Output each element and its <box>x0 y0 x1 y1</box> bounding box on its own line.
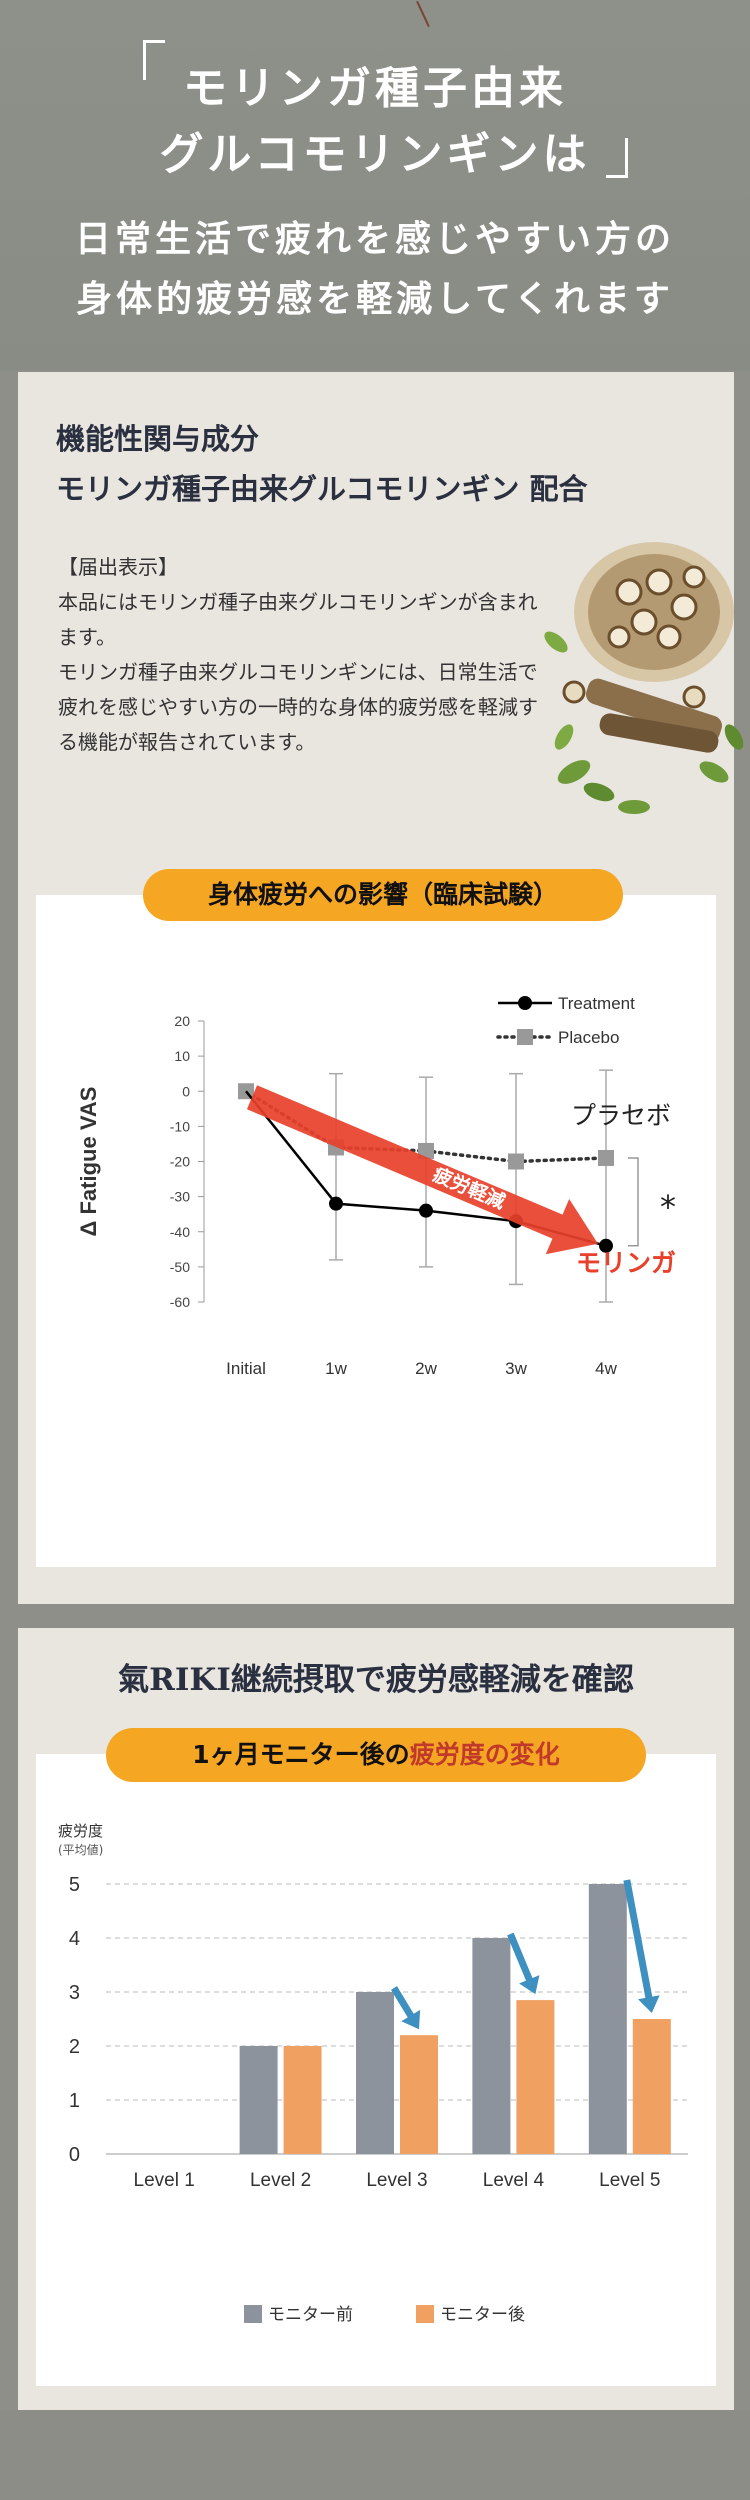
y-tick-label: -50 <box>170 1259 190 1275</box>
placebo-point <box>508 1153 524 1170</box>
legend-after-swatch <box>416 2305 434 2323</box>
placebo-point <box>598 1149 614 1166</box>
treatment-point <box>329 1196 343 1211</box>
moringa-seeds-image <box>544 542 744 814</box>
moringa-annotation: モリンガ <box>576 1248 676 1277</box>
monitor-pill: 1ヶ月モニター後の疲労度の変化 <box>106 1728 646 1782</box>
x-tick-label: Level 2 <box>250 2170 311 2191</box>
x-tick-label: 1w <box>325 1359 347 1378</box>
hero-section: モリンガ種子由来 グルコモリンギンは 日常生活で疲れを感じやすい方の 身体的疲労… <box>0 0 750 370</box>
legend-placebo-label: Placebo <box>558 1028 619 1047</box>
placebo-annotation: プラセボ <box>571 1101 671 1130</box>
arrow-label: 疲労軽減 <box>430 1163 509 1214</box>
y-tick-label: 5 <box>69 1874 80 1896</box>
monitor-pill-prefix: 1ヶ月モニター後の <box>192 1740 410 1769</box>
significance-bracket <box>628 1157 639 1247</box>
bar-after <box>400 2035 438 2154</box>
placebo-point <box>418 1142 434 1159</box>
significance-mark: * <box>660 1188 676 1226</box>
x-tick-label: 3w <box>505 1359 527 1378</box>
hero-subline-2: 身体的疲労感を軽減してくれます <box>76 278 674 320</box>
legend-treatment-label: Treatment <box>558 994 635 1013</box>
x-tick-label: Level 3 <box>366 2170 427 2191</box>
y-tick-label: 0 <box>182 1083 190 1099</box>
fatigue-vas-svg: 20 10 0 -10 -20 -30 -40 -50 -60 Δ Fatigue VAS Init… <box>76 994 676 1378</box>
fatigue-reduction-arrow <box>246 1085 598 1255</box>
notice-label: 【届出表示】 <box>58 555 178 579</box>
hero-headline-1: モリンガ種子由来 <box>183 63 567 114</box>
decrease-arrow <box>507 1932 540 1995</box>
legend-placebo-marker <box>517 1029 533 1045</box>
y-tick-label: 2 <box>69 2036 80 2058</box>
x-tick-label: Initial <box>226 1359 266 1378</box>
monitor-card: 氣RIKI継続摂取で疲労感軽減を確認 疲労度 (平均値) 0 1 2 3 4 5 Level 1… <box>18 1628 734 2410</box>
y-tick-label: 4 <box>69 1928 80 1950</box>
notice-block: 【届出表示】 本品にはモリンガ種子由来グルコモリンギンが含まれます。 モリンガ種… <box>58 550 544 760</box>
bar-before <box>356 1992 394 2154</box>
y-tick-label: 10 <box>174 1048 190 1064</box>
bar-before <box>472 1938 511 2154</box>
functional-title: 機能性関与成分 <box>56 422 260 456</box>
hero-headline-2: グルコモリンギンは <box>159 129 591 180</box>
x-tick-label: Level 5 <box>599 2170 660 2191</box>
y-tick-label: -40 <box>170 1224 190 1240</box>
fatigue-vas-chart: 20 10 0 -10 -20 -30 -40 -50 -60 Δ Fatigue VAS Init… <box>36 895 716 1567</box>
y-axis-label: Δ Fatigue VAS <box>76 1087 101 1237</box>
treatment-point <box>419 1203 433 1218</box>
legend-before-label: モニター前 <box>268 2305 353 2325</box>
open-bracket-icon <box>143 40 165 80</box>
y-axis-label: 疲労度 <box>58 1822 103 1840</box>
legend-before-swatch <box>244 2305 262 2323</box>
functional-subtitle: モリンガ種子由来グルコモリンギン 配合 <box>56 472 588 506</box>
legend-treatment-marker <box>518 996 532 1010</box>
y-tick-label: 1 <box>69 2090 80 2112</box>
bar-after <box>632 2019 671 2154</box>
bar-before <box>588 1884 627 2154</box>
monitor-pill-highlight: 疲労度の変化 <box>409 1740 560 1769</box>
notice-text-1: 本品にはモリンガ種子由来グルコモリンギンが含まれます。 <box>58 590 538 649</box>
hero-subline-1: 日常生活で疲れを感じやすい方の <box>74 218 675 260</box>
decorative-line <box>416 0 430 28</box>
x-tick-label: 4w <box>595 1359 617 1378</box>
y-tick-label: 3 <box>69 1982 80 2004</box>
fatigue-level-svg: 疲労度 (平均値) 0 1 2 3 4 5 Level 1 Level 2 Level 3 Level… <box>58 1822 688 2325</box>
y-tick-label: -10 <box>170 1118 190 1134</box>
y-tick-label: 20 <box>174 1013 190 1029</box>
leaf-icon <box>544 631 744 814</box>
decrease-arrow <box>623 1879 660 2013</box>
y-axis-sublabel: (平均値) <box>58 1842 103 1857</box>
x-tick-label: 2w <box>415 1359 437 1378</box>
x-tick-label: Level 1 <box>134 2170 195 2191</box>
functional-card: 機能性関与成分 モリンガ種子由来グルコモリンギン 配合 【届出表示】 本品にはモ… <box>18 372 744 1604</box>
close-bracket-icon <box>606 138 628 178</box>
y-tick-label: -20 <box>170 1154 190 1170</box>
x-tick-label: Level 4 <box>483 2170 545 2191</box>
y-tick-label: 0 <box>69 2144 80 2166</box>
bar-after <box>283 2046 322 2154</box>
treatment-point <box>599 1238 613 1253</box>
y-tick-label: -30 <box>170 1189 190 1205</box>
fatigue-level-chart: 疲労度 (平均値) 0 1 2 3 4 5 Level 1 Level 2 Level 3 Level… <box>36 1754 716 2386</box>
footer-band <box>0 2410 750 2500</box>
notice-text-2: モリンガ種子由来グルコモリンギンには、日常生活で疲れを感じやすい方の一時的な身体… <box>58 660 538 754</box>
bar-before <box>239 2046 278 2154</box>
monitor-title: 氣RIKI継続摂取で疲労感軽減を確認 <box>118 1662 634 1698</box>
legend-after-label: モニター後 <box>440 2305 525 2325</box>
y-tick-label: -60 <box>170 1294 190 1310</box>
clinical-trial-pill: 身体疲労への影響（臨床試験） <box>143 869 623 921</box>
bar-after <box>516 2000 555 2154</box>
decrease-arrow <box>391 1986 421 2030</box>
bowl-icon <box>574 542 734 682</box>
pod-icon <box>562 678 722 753</box>
